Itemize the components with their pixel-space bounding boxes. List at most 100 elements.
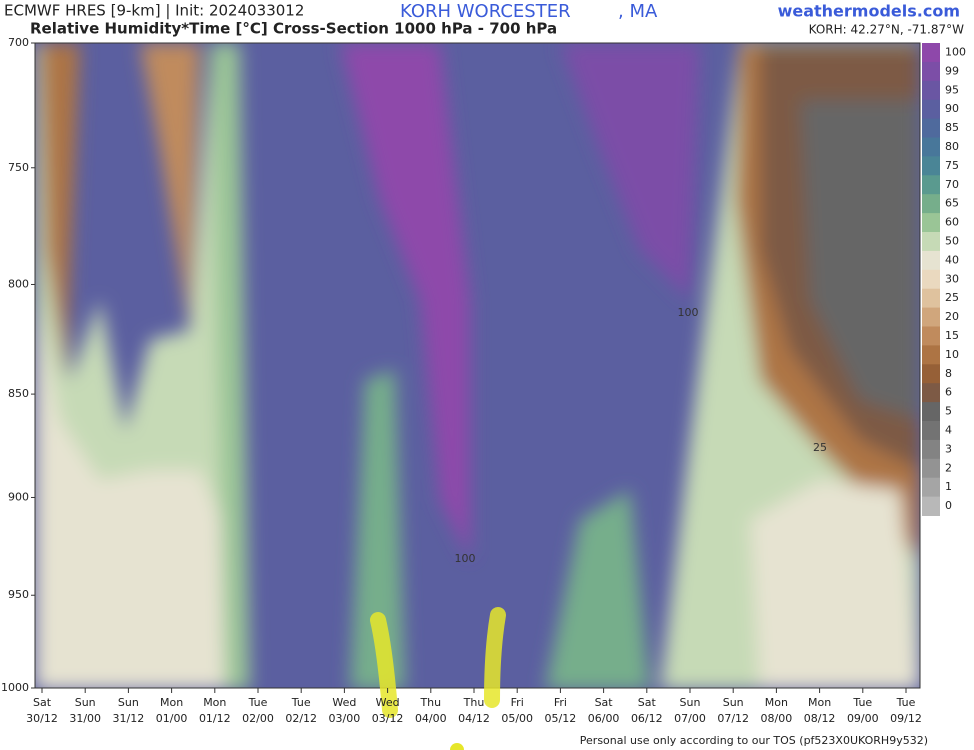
station: KORH WORCESTER — [400, 1, 571, 22]
y-tick-label: 750 — [8, 161, 29, 174]
colorbar-label: 3 — [945, 442, 952, 455]
colorbar-label: 2 — [945, 461, 952, 474]
x-day-label: Sun — [723, 696, 744, 709]
highlight — [370, 612, 398, 718]
colorbar-swatch — [922, 213, 940, 233]
colorbar-swatch — [922, 383, 940, 403]
x-tick-label: 08/00 — [761, 712, 793, 725]
x-tick-label: 05/00 — [501, 712, 533, 725]
x-tick-label: 06/00 — [588, 712, 620, 725]
plot-frame — [34, 42, 921, 689]
x-day-label: Mon — [765, 696, 788, 709]
humidity-field — [35, 43, 920, 688]
x-day-label: Tue — [896, 696, 916, 709]
x-tick-label: 04/12 — [458, 712, 490, 725]
x-day-label: Mon — [203, 696, 226, 709]
y-tick-label: 850 — [8, 387, 29, 400]
x-tick-label: 05/12 — [545, 712, 577, 725]
colorbar-swatch — [922, 80, 940, 101]
colorbar-swatch — [922, 477, 940, 498]
colorbar-swatch — [922, 61, 940, 82]
x-tick-label: 02/00 — [242, 712, 274, 725]
colorbar-swatch — [922, 137, 940, 157]
contour-label: 25 — [813, 441, 827, 454]
x-tick-label: 02/12 — [285, 712, 317, 725]
colorbar-swatch — [922, 402, 940, 422]
x-tick-label: 07/00 — [674, 712, 706, 725]
colorbar-label: 90 — [945, 102, 959, 115]
colorbar-swatch — [922, 175, 940, 195]
colorbar-label: 20 — [945, 310, 959, 323]
x-tick-label: 08/12 — [804, 712, 836, 725]
y-tick-label: 800 — [8, 277, 29, 290]
x-day-label: Sat — [638, 696, 657, 709]
x-tick-label: 04/00 — [415, 712, 447, 725]
colorbar-label: 25 — [945, 291, 959, 304]
colorbar-swatch — [922, 345, 940, 365]
x-day-label: Mon — [808, 696, 831, 709]
colorbar-swatch — [922, 99, 940, 120]
colorbar-swatch — [922, 326, 940, 346]
colorbar-label: 8 — [945, 367, 952, 380]
x-day-label: Tue — [248, 696, 268, 709]
colorbar-label: 40 — [945, 253, 959, 266]
x-tick-label: 31/12 — [113, 712, 145, 725]
contour-label: 100 — [678, 306, 699, 319]
colorbar-label: 30 — [945, 272, 959, 285]
colorbar-label: 75 — [945, 159, 959, 172]
site: weathermodels.com — [778, 2, 960, 21]
x-tick-label: 06/12 — [631, 712, 663, 725]
y-tick-label: 900 — [8, 490, 29, 503]
x-day-label: Sun — [75, 696, 96, 709]
colorbar-label: 99 — [945, 64, 959, 77]
colorbar-label: 100 — [945, 45, 966, 58]
x-tick-label: 03/00 — [329, 712, 361, 725]
x-day-label: Sat — [595, 696, 614, 709]
x-day-label: Wed — [332, 696, 356, 709]
x-day-label: Tue — [291, 696, 311, 709]
colorbar-label: 10 — [945, 348, 959, 361]
y-tick-label: 950 — [8, 588, 29, 601]
footer: Personal use only according to our TOS (… — [580, 734, 928, 747]
x-day-label: Wed — [376, 696, 400, 709]
colorbar-swatch — [922, 156, 940, 176]
x-tick-label: 09/12 — [890, 712, 922, 725]
colorbar-swatch — [922, 496, 940, 516]
x-day-label: Sun — [680, 696, 701, 709]
x-tick-label: 03/12 — [372, 712, 404, 725]
colorbar-label: 5 — [945, 405, 952, 418]
x-day-label: Tue — [852, 696, 872, 709]
x-tick-label: 01/00 — [156, 712, 188, 725]
colorbar-label: 6 — [945, 386, 952, 399]
x-day-label: Fri — [511, 696, 524, 709]
x-day-label: Thu — [463, 696, 485, 709]
x-day-label: Mon — [160, 696, 183, 709]
coords: KORH: 42.27°N, -71.87°W — [809, 23, 965, 37]
x-tick-label: 01/12 — [199, 712, 231, 725]
colorbar-swatch — [922, 194, 940, 214]
x-tick-label: 30/12 — [26, 712, 58, 725]
colorbar-label: 15 — [945, 329, 959, 342]
colorbar-swatch — [922, 118, 940, 138]
title: ECMWF HRES [9-km] | Init: 2024033012 — [4, 2, 304, 20]
colorbar-label: 1 — [945, 480, 952, 493]
subtitle: Relative Humidity*Time [°C] Cross-Sectio… — [30, 20, 557, 38]
x-tick-label: 07/12 — [717, 712, 749, 725]
x-tick-label: 09/00 — [847, 712, 879, 725]
x-day-label: Sun — [118, 696, 139, 709]
colorbar-label: 0 — [945, 499, 952, 512]
colorbar-swatch — [922, 307, 940, 327]
colorbar-swatch — [922, 269, 940, 290]
colorbar-label: 95 — [945, 83, 959, 96]
colorbar-swatch — [922, 250, 940, 271]
y-tick-label: 700 — [8, 36, 29, 49]
x-tick-label: 31/00 — [69, 712, 101, 725]
colorbar-swatch — [922, 288, 940, 309]
x-day-label: Sat — [33, 696, 52, 709]
colorbar-swatch — [922, 439, 940, 460]
x-day-label: Thu — [419, 696, 441, 709]
highlight — [450, 743, 464, 750]
contour-label: 100 — [455, 552, 476, 565]
colorbar-label: 60 — [945, 216, 959, 229]
